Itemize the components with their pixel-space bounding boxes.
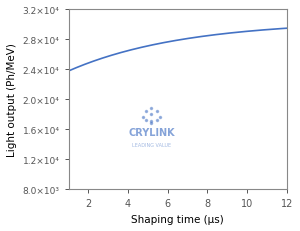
X-axis label: Shaping time (μs): Shaping time (μs) — [131, 214, 224, 224]
Text: CRYLINK: CRYLINK — [128, 127, 175, 137]
Y-axis label: Light output (Ph/MeV): Light output (Ph/MeV) — [7, 43, 17, 157]
Text: LEADING VALUE: LEADING VALUE — [132, 142, 171, 147]
